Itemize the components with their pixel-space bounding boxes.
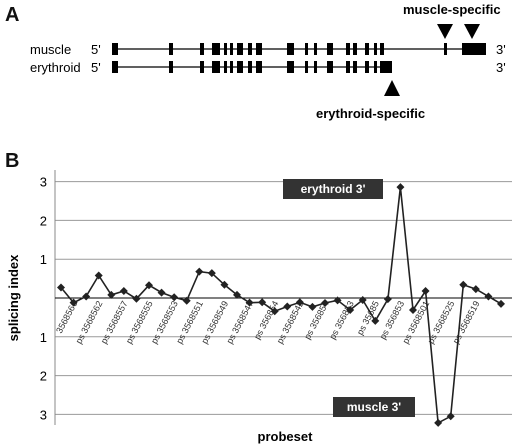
muscle-specific-arrow-1 (437, 24, 453, 39)
data-point (421, 287, 430, 296)
muscle-specific-arrow-2 (464, 24, 480, 39)
data-point (107, 290, 116, 299)
track-label-erythroid: erythroid (30, 60, 81, 75)
erythroid-five-prime-label: 5' (91, 60, 101, 75)
data-point (396, 183, 405, 192)
data-point (157, 288, 166, 297)
data-point (459, 280, 468, 289)
data-point (383, 295, 392, 304)
y-tick-label: 3 (40, 175, 47, 190)
x-tick-label: ps 356853 (327, 299, 356, 341)
gene-structure-diagram: muscle erythroid 5' 5' 3' 3' (30, 2, 506, 121)
y-tick-label: 3 (40, 407, 47, 422)
series-markers (57, 183, 505, 427)
data-point (170, 293, 179, 302)
data-point (295, 298, 304, 307)
data-point (308, 302, 317, 311)
muscle-callout-label: muscle 3' (347, 400, 401, 414)
erythroid-callout-box (283, 179, 383, 199)
x-tick-label: ps 3568547 (224, 299, 255, 345)
data-point (69, 298, 78, 307)
muscle-specific-label: muscle-specific (403, 2, 501, 17)
data-point (94, 271, 103, 280)
muscle-exons (112, 43, 486, 55)
data-point (233, 290, 241, 299)
data-point (446, 412, 455, 421)
data-point (57, 283, 65, 292)
data-point (333, 296, 342, 305)
data-point (245, 298, 254, 307)
y-tick-label: 1 (40, 252, 47, 267)
y-tick-label: 2 (40, 369, 47, 384)
x-tick-label: ps 3568519 (451, 299, 482, 345)
muscle-three-prime-label: 3' (496, 42, 506, 57)
x-tick-label: ps 356853 (378, 299, 407, 341)
erythroid-specific-label: erythroid-specific (316, 106, 425, 121)
track-label-muscle: muscle (30, 42, 71, 57)
erythroid-specific-arrow (384, 80, 400, 96)
data-point (82, 292, 91, 301)
data-point (283, 302, 292, 311)
y-tick-label: 2 (40, 213, 47, 228)
chart-gridlines (54, 170, 512, 425)
data-point (484, 292, 493, 301)
data-point (195, 267, 204, 276)
data-point (145, 281, 153, 290)
erythroid-callout-label: erythroid 3' (301, 182, 366, 196)
data-point (346, 306, 355, 315)
panel-a-letter: A (5, 4, 20, 26)
data-point (182, 296, 191, 305)
data-point (321, 299, 329, 308)
y-axis-label: splicing index (6, 254, 21, 341)
data-point (270, 307, 279, 316)
data-point (220, 280, 229, 289)
x-axis-label: probeset (258, 429, 314, 444)
y-tick-labels: 3 2 1 1 2 3 (40, 175, 47, 423)
data-point (358, 295, 367, 304)
data-point (371, 316, 380, 325)
data-point (471, 285, 480, 294)
data-point (119, 287, 128, 296)
muscle-callout-box (333, 397, 415, 417)
panel-b-letter: B (5, 150, 20, 172)
erythroid-exons (112, 61, 392, 73)
muscle-five-prime-label: 5' (91, 42, 101, 57)
y-tick-label: 1 (40, 330, 47, 345)
erythroid-three-prime-label: 3' (496, 60, 506, 75)
data-point (132, 294, 141, 303)
data-point (207, 269, 216, 278)
data-point (497, 299, 505, 308)
data-point (409, 306, 417, 315)
data-point (258, 298, 267, 307)
data-point (434, 418, 443, 427)
